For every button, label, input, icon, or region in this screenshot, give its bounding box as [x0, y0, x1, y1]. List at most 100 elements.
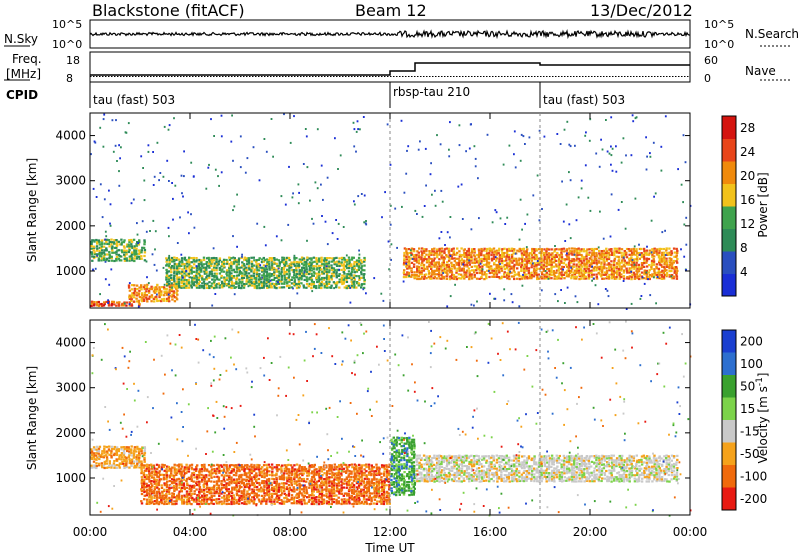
range-cell	[290, 286, 293, 289]
range-cell	[228, 265, 231, 268]
range-cell	[347, 488, 351, 491]
range-cell	[533, 253, 537, 257]
range-cell	[358, 259, 361, 262]
range-cell	[205, 276, 208, 279]
range-cell	[238, 494, 241, 497]
range-cell	[278, 262, 281, 265]
range-cell	[270, 273, 273, 276]
range-cell	[131, 284, 134, 287]
range-cell	[465, 255, 469, 258]
scatter-cell	[522, 273, 524, 276]
scatter-cell	[536, 174, 539, 177]
range-cell	[185, 284, 188, 287]
scatter-cell	[610, 116, 613, 119]
range-cell	[185, 486, 189, 489]
range-cell	[210, 500, 213, 503]
range-cell	[98, 304, 101, 307]
range-cell	[488, 275, 491, 279]
range-cell	[175, 500, 178, 503]
range-cell	[445, 247, 448, 250]
scatter-cell	[481, 268, 484, 271]
range-cell	[111, 245, 114, 248]
range-cell	[158, 500, 161, 504]
range-cell	[255, 278, 258, 281]
range-cell	[115, 239, 118, 242]
range-cell	[168, 290, 171, 293]
range-cell	[140, 249, 143, 252]
range-cell	[505, 263, 508, 266]
range-cell	[595, 247, 598, 251]
range-cell	[545, 261, 549, 264]
range-cell	[95, 466, 98, 470]
range-cell	[257, 269, 261, 272]
range-cell	[473, 254, 476, 257]
scatter-cell	[509, 270, 511, 273]
range-cell	[577, 247, 580, 250]
range-cell	[133, 246, 136, 249]
range-cell	[105, 450, 108, 453]
range-cell	[433, 261, 436, 264]
range-cell	[273, 284, 276, 288]
range-cell	[262, 264, 266, 267]
range-cell	[140, 502, 144, 505]
range-cell	[333, 282, 337, 285]
range-cell	[98, 454, 101, 457]
range-cell	[617, 255, 620, 258]
range-cell	[345, 502, 348, 505]
range-cell	[580, 255, 584, 258]
range-cell	[665, 262, 668, 265]
range-cell	[331, 473, 334, 477]
scatter-cell	[154, 248, 156, 251]
nsearch-label: N.Search	[745, 27, 799, 41]
range-cell	[435, 263, 438, 266]
range-cell	[165, 299, 169, 302]
range-cell	[226, 478, 229, 481]
range-cell	[635, 273, 638, 276]
scatter-cell	[261, 276, 263, 279]
scatter-cell	[584, 164, 587, 167]
range-cell	[237, 498, 241, 501]
range-cell	[270, 286, 273, 289]
range-cell	[300, 282, 303, 285]
range-cell	[260, 502, 263, 505]
scatter-cell	[183, 150, 185, 153]
scatter-cell	[423, 205, 426, 207]
range-cell	[205, 494, 209, 497]
range-cell	[138, 249, 141, 252]
range-cell	[622, 264, 626, 267]
range-cell	[417, 256, 421, 259]
range-cell	[521, 260, 524, 263]
range-cell	[590, 275, 594, 278]
range-cell	[588, 261, 591, 264]
range-cell	[240, 277, 244, 280]
range-cell	[357, 284, 360, 287]
range-cell	[351, 502, 354, 506]
scatter-cell	[577, 196, 580, 199]
range-cell	[190, 494, 193, 497]
range-cell	[120, 446, 123, 449]
range-cell	[440, 247, 444, 250]
range-cell	[178, 480, 181, 483]
range-cell	[675, 275, 679, 278]
range-cell	[323, 480, 327, 483]
range-cell	[102, 449, 106, 452]
scatter-cell	[448, 148, 450, 151]
range-cell	[287, 494, 291, 497]
range-cell	[320, 492, 324, 495]
range-cell	[537, 277, 541, 280]
range-cell	[543, 253, 546, 256]
range-cell	[533, 273, 536, 276]
scatter-cell	[504, 223, 507, 225]
range-cell	[345, 463, 348, 467]
range-cell	[321, 488, 324, 491]
range-cell	[610, 277, 614, 280]
range-cell	[457, 262, 460, 265]
range-cell	[292, 261, 296, 264]
range-cell	[663, 256, 666, 259]
range-cell	[228, 272, 231, 275]
scatter-cell	[526, 213, 529, 216]
range-cell	[115, 304, 118, 307]
range-cell	[295, 257, 298, 260]
range-cell	[245, 484, 248, 487]
range-cell	[102, 304, 106, 307]
